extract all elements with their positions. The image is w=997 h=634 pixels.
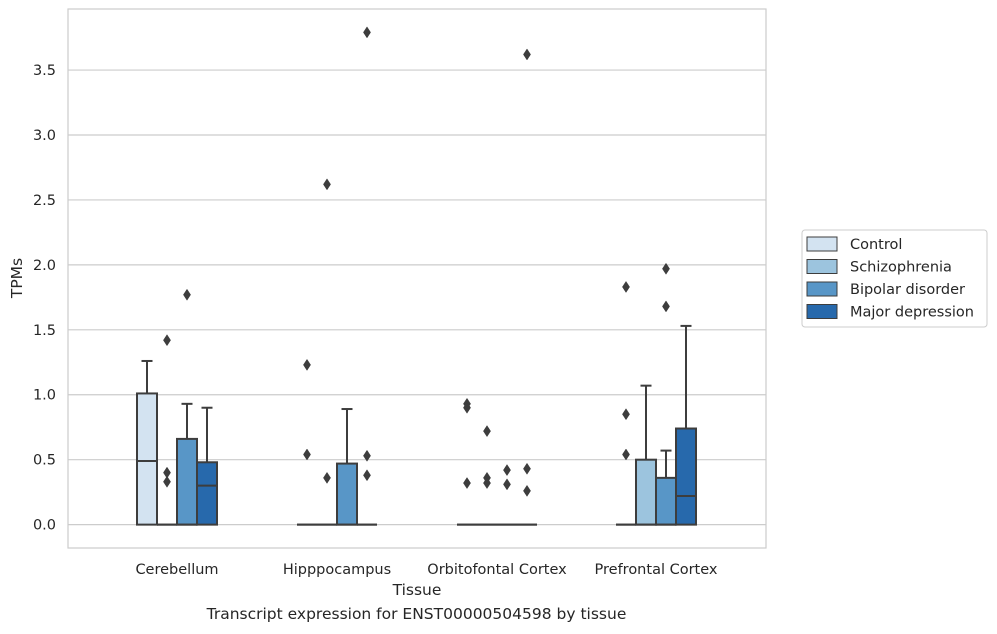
outlier-point <box>323 471 331 484</box>
x-tick-labels: Cerebellum Hipppocampus Orbitofontal Corte… <box>135 562 717 578</box>
outlier-point <box>662 300 670 313</box>
legend-swatch <box>806 236 838 252</box>
plot-frame <box>67 8 767 549</box>
x-tick-label: Hipppocampus <box>283 562 391 578</box>
grid-lines <box>68 69 766 526</box>
box-body <box>176 437 198 526</box>
boxes <box>136 26 697 526</box>
box-body <box>655 476 677 526</box>
outlier-point <box>622 280 630 293</box>
y-tick-label: 3.0 <box>33 128 56 144</box>
box-group <box>497 464 517 526</box>
outlier-point <box>463 401 471 414</box>
box-group <box>635 384 657 526</box>
outlier-point <box>323 178 331 191</box>
figure-caption: Transcript expression for ENST0000050459… <box>206 605 627 623</box>
box-body <box>196 461 218 526</box>
y-tick-label: 1.0 <box>33 388 56 404</box>
outlier-point <box>363 469 371 482</box>
box-group <box>655 262 677 526</box>
legend-item: Control <box>806 236 902 253</box>
legend-frame <box>801 229 988 328</box>
legend-label: Bipolar disorder <box>850 282 965 298</box>
box-group <box>357 26 377 526</box>
outlier-point <box>183 288 191 301</box>
legend: Control Schizophrenia Bipolar disorder Majo… <box>801 229 988 328</box>
outlier-point <box>503 464 511 477</box>
y-tick-label: 0.5 <box>33 453 56 469</box>
box-group <box>136 359 158 526</box>
box-group <box>196 406 218 526</box>
box-body <box>675 427 697 526</box>
box-group <box>477 425 497 526</box>
y-tick-label: 0.0 <box>33 518 56 534</box>
outlier-point <box>363 449 371 462</box>
box-group <box>675 324 697 526</box>
box-group <box>157 334 177 526</box>
legend-swatch <box>806 281 838 297</box>
legend-swatch <box>806 259 838 274</box>
y-axis-label: TPMs <box>8 258 26 299</box>
box-body <box>635 458 657 526</box>
outlier-point <box>523 484 531 497</box>
outlier-point <box>523 48 531 61</box>
x-axis-label: Tissue <box>392 581 442 599</box>
legend-item: Major depression <box>806 304 974 321</box>
outlier-point <box>503 478 511 491</box>
outlier-point <box>303 448 311 461</box>
legend-items: Control Schizophrenia Bipolar disorder Majo… <box>806 236 974 321</box>
legend-swatch <box>806 304 838 319</box>
box-body <box>336 462 358 526</box>
legend-item: Schizophrenia <box>806 259 952 276</box>
y-tick-labels: 0.0 0.5 1.0 1.5 2.0 2.5 3.0 3.5 <box>33 63 56 534</box>
box-group <box>176 288 198 526</box>
box-group <box>336 408 358 526</box>
y-tick-label: 3.5 <box>33 63 56 79</box>
box-group <box>457 397 477 526</box>
x-tick-label: Orbitofontal Cortex <box>427 562 567 578</box>
legend-label: Major depression <box>850 305 974 321</box>
outlier-point <box>622 448 630 461</box>
x-tick-label: Prefrontal Cortex <box>595 562 718 578</box>
box-group <box>616 280 636 526</box>
legend-label: Schizophrenia <box>850 260 952 276</box>
outlier-point <box>662 262 670 275</box>
outlier-point <box>463 477 471 490</box>
outlier-point <box>163 334 171 347</box>
legend-item: Bipolar disorder <box>806 281 965 298</box>
box-body <box>136 392 158 526</box>
x-tick-label: Cerebellum <box>135 562 218 578</box>
y-tick-label: 1.5 <box>33 323 56 339</box>
outlier-point <box>303 358 311 371</box>
outlier-point <box>163 475 171 488</box>
box-group <box>317 178 337 526</box>
outlier-point <box>363 26 371 39</box>
outlier-point <box>622 408 630 421</box>
box-group <box>297 358 317 526</box>
outlier-point <box>483 425 491 438</box>
box-group <box>517 48 537 526</box>
y-tick-label: 2.0 <box>33 258 56 274</box>
y-tick-label: 2.5 <box>33 193 56 209</box>
outlier-point <box>523 462 531 475</box>
outlier-point <box>483 477 491 490</box>
legend-label: Control <box>850 237 902 253</box>
